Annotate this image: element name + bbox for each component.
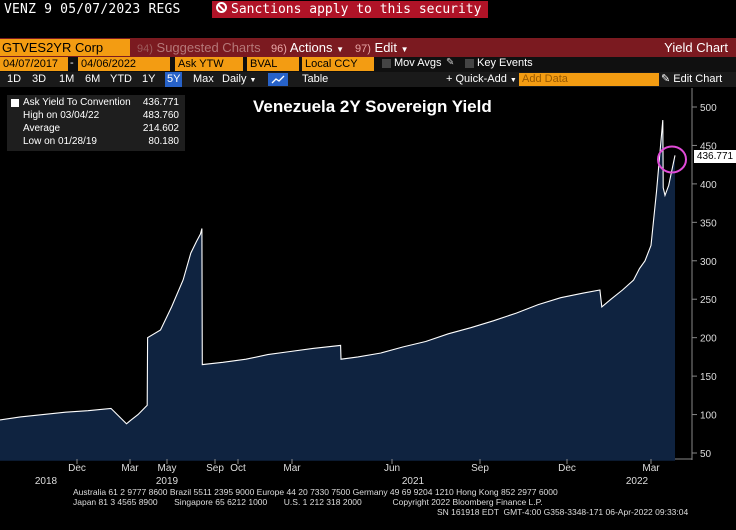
x-month-label: Sep — [206, 463, 224, 474]
range-1y-button[interactable]: 1Y — [142, 73, 156, 85]
legend-value: 214.602 — [142, 123, 179, 134]
suggested-charts-label: Suggested Charts — [156, 40, 261, 55]
y-tick-label: 200 — [700, 334, 717, 345]
legend-label: Low on 01/28/19 — [23, 136, 97, 147]
legend-label: Average — [23, 123, 61, 134]
x-month-label: Mar — [642, 463, 660, 474]
edit-label: Edit — [374, 40, 397, 55]
range-1d-button[interactable]: 1D — [7, 73, 22, 85]
legend-row-current: Ask Yield To Convention 436.771 — [11, 97, 183, 109]
suggested-charts-number: 94) — [137, 43, 153, 55]
function-title: Yield Chart — [664, 40, 728, 55]
pricing-source-select[interactable]: BVAL — [247, 57, 299, 71]
range-ytd-button[interactable]: YTD — [110, 73, 132, 85]
pencil-icon: ✎ — [661, 73, 671, 85]
x-month-label: May — [158, 463, 177, 474]
dropdown-arrow-icon: ▼ — [509, 77, 517, 84]
y-tick-label: 350 — [700, 218, 717, 229]
chart-legend: Ask Yield To Convention 436.771 High on … — [7, 95, 185, 151]
x-year-label: 2022 — [626, 476, 649, 484]
range-5y-button[interactable]: 5Y — [165, 72, 183, 87]
y-tick-label: 400 — [700, 180, 717, 191]
start-date-field[interactable]: 04/07/2017 — [0, 57, 68, 71]
footer: Australia 61 2 9777 8600 Brazil 5511 239… — [0, 484, 736, 530]
legend-label: Ask Yield To Convention — [23, 97, 131, 108]
currency-select[interactable]: Local CCY — [302, 57, 374, 71]
dropdown-arrow-icon: ▼ — [400, 45, 409, 54]
prohibited-icon — [216, 2, 227, 13]
periodicity-select[interactable]: Daily ▼ — [222, 72, 256, 87]
sanctions-banner[interactable]: Sanctions apply to this security — [212, 1, 488, 18]
end-date-field[interactable]: 04/06/2022 — [78, 57, 170, 71]
legend-label: High on 03/04/22 — [23, 110, 100, 121]
y-tick-label: 450 — [700, 141, 717, 152]
y-tick-label: 150 — [700, 372, 717, 383]
command-bar — [0, 38, 736, 57]
key-events-checkbox[interactable] — [465, 59, 474, 68]
dropdown-arrow-icon: ▼ — [336, 45, 344, 54]
security-title: VENZ 9 05/07/2023 REGS — [4, 2, 181, 17]
add-data-input[interactable]: Add Data — [519, 73, 659, 86]
edit-number: 97) — [355, 43, 371, 55]
footer-contacts-line: Japan 81 3 4565 8900 Singapore 65 6212 1… — [73, 497, 543, 507]
y-tick-label: 100 — [700, 411, 717, 422]
series-area — [0, 120, 675, 461]
key-events-label: Key Events — [477, 57, 533, 69]
y-tick-label: 50 — [700, 449, 712, 460]
pencil-icon[interactable]: ✎ — [446, 57, 455, 68]
y-tick-label: 500 — [700, 103, 717, 114]
legend-swatch — [11, 99, 19, 107]
footer-session-line: SN 161918 EDT GMT-4:00 G358-3348-171 06-… — [437, 507, 689, 517]
dropdown-arrow-icon: ▼ — [249, 77, 257, 84]
x-month-label: Dec — [558, 463, 576, 474]
x-year-label: 2019 — [156, 476, 179, 484]
yield-chart[interactable]: 500 450 400 350 300 250 200 150 100 50 Dec Mar May Se… — [0, 88, 736, 484]
range-6m-button[interactable]: 6M — [85, 73, 101, 85]
actions-label: Actions — [289, 40, 333, 55]
yield-field-select[interactable]: Ask YTW — [175, 57, 243, 71]
range-3d-button[interactable]: 3D — [32, 73, 47, 85]
y-tick-label: 300 — [700, 257, 717, 268]
x-month-label: Sep — [471, 463, 489, 474]
quick-add-menu[interactable]: + Quick-Add ▼ — [446, 72, 517, 87]
legend-row-average: Average 214.602 — [11, 123, 183, 135]
mov-avgs-checkbox[interactable] — [382, 59, 391, 68]
y-tick-label: 250 — [700, 295, 717, 306]
mov-avgs-label: Mov Avgs — [394, 57, 442, 69]
legend-value: 436.771 — [142, 97, 179, 108]
range-1m-button[interactable]: 1M — [59, 73, 75, 85]
table-button[interactable]: Table — [302, 73, 329, 85]
x-month-label: Mar — [121, 463, 139, 474]
highlight-circle — [657, 145, 687, 174]
chart-title: Venezuela 2Y Sovereign Yield — [253, 97, 492, 116]
actions-number: 96) — [271, 43, 287, 55]
x-month-label: Oct — [230, 463, 246, 474]
footer-contacts-line: Australia 61 2 9777 8600 Brazil 5511 239… — [73, 487, 558, 497]
legend-value: 80.180 — [148, 136, 179, 147]
actions-menu[interactable]: 96) Actions ▼ — [271, 39, 344, 56]
x-month-label: Jun — [384, 463, 400, 474]
last-value-label: 436.771 — [694, 150, 736, 163]
edit-menu[interactable]: 97) Edit ▼ — [355, 39, 408, 56]
quick-add-label: + Quick-Add — [446, 73, 507, 85]
edit-chart-label: Edit Chart — [673, 73, 723, 85]
legend-value: 483.760 — [142, 110, 179, 121]
sanctions-text: Sanctions apply to this security — [231, 2, 482, 17]
legend-row-high: High on 03/04/22 483.760 — [11, 110, 183, 122]
x-month-label: Dec — [68, 463, 86, 474]
x-month-label: Mar — [283, 463, 301, 474]
periodicity-label: Daily — [222, 73, 247, 85]
legend-row-low: Low on 01/28/19 80.180 — [11, 136, 183, 148]
x-year-label: 2021 — [402, 476, 425, 484]
date-separator: - — [70, 57, 74, 69]
x-year-label: 2018 — [35, 476, 58, 484]
edit-chart-button[interactable]: ✎ Edit Chart — [661, 72, 722, 87]
series-line — [0, 120, 676, 425]
suggested-charts-menu[interactable]: 94) Suggested Charts — [137, 39, 261, 56]
ticker-input[interactable]: GTVES2YR Corp — [0, 39, 130, 56]
line-chart-icon[interactable] — [268, 73, 288, 86]
range-max-button[interactable]: Max — [193, 73, 214, 85]
